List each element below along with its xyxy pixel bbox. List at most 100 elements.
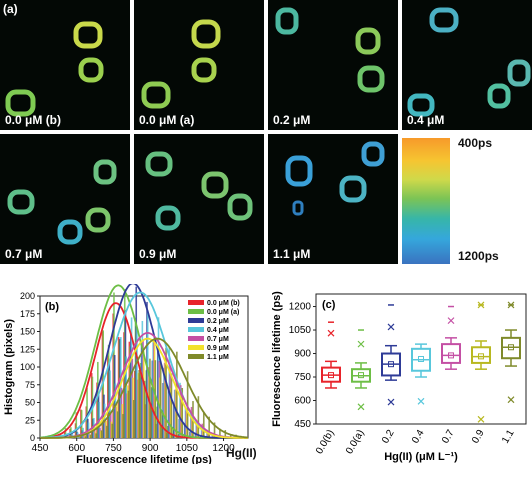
y-tick-label: 200: [20, 291, 35, 301]
box: [441, 343, 461, 364]
x-tick-label: 1200: [212, 443, 235, 454]
image-tile: 0.2 μM: [268, 0, 398, 130]
legend-swatch: [188, 345, 204, 350]
legend-swatch: [188, 300, 204, 305]
y-axis-label: Histogram (pixels): [3, 319, 15, 415]
y-tick-label: 175: [20, 309, 35, 319]
x-tick-label: 0.9: [470, 428, 487, 446]
x-tick-label: 0.0(a): [344, 428, 367, 456]
image-tile: (a) 0.0 μM (b): [0, 0, 130, 130]
histogram-bar: [86, 387, 88, 438]
fit-curve: [40, 337, 248, 439]
histogram-bar: [219, 428, 221, 438]
outlier-marker: [507, 396, 515, 404]
histogram-bar: [149, 358, 151, 438]
panel-letter: (c): [322, 299, 336, 311]
outlier-marker: [417, 397, 425, 405]
histogram-bar: [116, 411, 119, 438]
cell-image: [275, 7, 385, 93]
legend-swatch: [188, 327, 204, 332]
tile-label: 0.9 μM: [139, 247, 177, 261]
histogram-bar: [127, 390, 130, 438]
y-tick-label: 100: [20, 362, 35, 372]
image-tile: 0.7 μM: [0, 134, 130, 264]
y-tick-label: 0: [30, 433, 35, 443]
colorbar-top-label: 400ps: [458, 136, 493, 150]
outlier-marker: [507, 301, 515, 309]
tile-label: 0.0 μM (b): [5, 113, 62, 127]
histogram-bar: [202, 412, 205, 438]
y-tick-label: 900: [294, 349, 311, 360]
legend-label: 0.7 μM: [207, 336, 229, 343]
plot-frame: [315, 293, 527, 425]
histogram-bar: [109, 370, 111, 438]
histogram-bar: [154, 360, 157, 438]
legend-swatch: [188, 318, 204, 323]
x-axis-label: Fluorescence lifetime (ps): [76, 454, 212, 464]
tile-label: 0.0 μM (a): [139, 113, 195, 127]
histogram-bar: [181, 388, 184, 438]
y-tick-label: 75: [25, 380, 35, 390]
histogram-bar: [106, 425, 108, 438]
x-tick-label: 1.1: [500, 428, 517, 446]
x-tick-label: 600: [68, 443, 85, 454]
legend-swatch: [188, 309, 204, 314]
histogram-bar: [176, 351, 178, 438]
mean-marker: [448, 352, 454, 359]
outlier-marker: [387, 398, 395, 406]
image-tile: 0.0 μM (a): [134, 0, 264, 130]
y-tick-label: 600: [294, 396, 311, 407]
histogram-bar: [122, 414, 124, 438]
legend-label: 0.4 μM: [207, 327, 229, 334]
image-tile: 0.4 μM: [402, 0, 532, 130]
mean-marker: [508, 344, 514, 351]
y-tick-label: 750: [294, 372, 311, 383]
x-tick-label: 750: [105, 443, 122, 454]
box: [471, 346, 491, 364]
cell-image: [141, 19, 221, 109]
histogram-bar: [75, 412, 78, 438]
y-tick-label: 25: [25, 415, 35, 425]
histogram-bar: [64, 428, 67, 438]
legend-label: 0.9 μM: [207, 345, 229, 352]
colorbar-bottom-label: 1200ps: [458, 249, 499, 263]
outlier-marker: [477, 301, 485, 309]
histogram-bar: [120, 337, 122, 438]
cell-image: [145, 151, 253, 231]
y-tick-label: 1050: [289, 325, 312, 336]
legend-swatch: [188, 354, 204, 359]
histogram-bar: [159, 361, 162, 438]
y-tick-label: 1200: [289, 302, 312, 313]
panel-a: (a) 0.0 μM (b) 0.0 μM (a) 0.2 μM 0.4 μM: [0, 0, 532, 264]
outlier-marker: [387, 323, 395, 331]
y-tick-label: 150: [20, 327, 35, 337]
x-tick-label: 0.2: [380, 428, 397, 446]
x-axis-label: Hg(II) (μM L⁻¹): [384, 451, 458, 463]
boxplot-chart: 450 600 750 900 1050 1200 0.0(b) 0.0(a) 0.2 0.4 0.…: [271, 291, 527, 463]
legend-swatch: [188, 336, 204, 341]
mean-marker: [478, 353, 484, 360]
mean-marker: [388, 361, 394, 368]
y-axis-label: Fluorescence lifetime (ps): [271, 291, 283, 427]
x-tick-label: 0.0(b): [314, 428, 337, 456]
histogram-bar: [95, 433, 97, 438]
histogram-bar: [100, 430, 103, 438]
y-tick-label: 50: [25, 398, 35, 408]
histogram-bar: [229, 434, 232, 438]
lifetime-colorbar: [402, 138, 450, 264]
histogram-bar: [213, 422, 216, 438]
y-tick-label: 125: [20, 344, 35, 354]
tile-label: 0.2 μM: [273, 113, 311, 127]
legend-label: 0.2 μM: [207, 318, 229, 325]
outlier-marker: [477, 415, 485, 423]
tile-label: 0.4 μM: [407, 113, 445, 127]
panel-letter: (a): [3, 2, 18, 16]
histogram-bar: [89, 434, 92, 438]
image-tile: 1.1 μM: [268, 134, 398, 264]
tile-label: 0.7 μM: [5, 247, 43, 261]
y-tick-label: 450: [294, 419, 311, 430]
x-tick-label: 0.7: [440, 428, 457, 446]
histogram-bar: [132, 400, 135, 438]
outlier-marker: [447, 317, 455, 325]
histogram-bar: [84, 436, 87, 438]
